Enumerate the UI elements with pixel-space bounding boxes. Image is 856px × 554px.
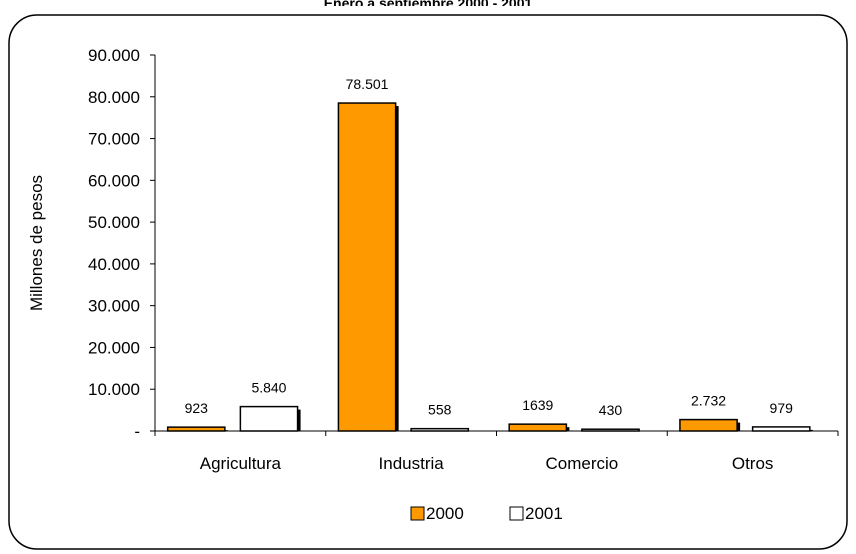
x-category-label: Comercio bbox=[546, 454, 619, 473]
y-axis-title: Millones de pesos bbox=[27, 175, 46, 311]
data-label: 979 bbox=[770, 400, 794, 416]
y-tick-label: 70.000 bbox=[88, 130, 140, 149]
y-tick-label: 20.000 bbox=[88, 338, 140, 357]
y-tick-label: 40.000 bbox=[88, 255, 140, 274]
bar-2001-comercio bbox=[581, 428, 640, 432]
bar-2001-industria bbox=[410, 427, 470, 432]
legend-swatch-2001 bbox=[509, 506, 524, 521]
data-label: 78.501 bbox=[346, 76, 389, 92]
legend-label: 2001 bbox=[525, 504, 563, 523]
bar-2001-agricultura bbox=[239, 405, 299, 432]
y-tick-label: 90.000 bbox=[88, 46, 140, 65]
legend-swatch-2000 bbox=[410, 506, 425, 521]
bar-2000-otros bbox=[679, 418, 738, 432]
y-tick-label: 60.000 bbox=[88, 171, 140, 190]
x-category-label: Otros bbox=[732, 454, 774, 473]
bar-2000-agricultura bbox=[166, 426, 226, 432]
y-tick-label: - bbox=[134, 422, 140, 441]
y-tick-label: 50.000 bbox=[88, 213, 140, 232]
data-label: 558 bbox=[428, 402, 452, 418]
chart-frame bbox=[8, 14, 848, 550]
bar-2001-otros bbox=[751, 426, 811, 432]
y-tick-label: 10.000 bbox=[88, 380, 140, 399]
legend-label: 2000 bbox=[426, 504, 464, 523]
bar-2000-industria bbox=[337, 102, 397, 432]
data-label: 5.840 bbox=[251, 380, 286, 396]
x-category-label: Industria bbox=[379, 454, 445, 473]
data-label: 2.732 bbox=[691, 393, 726, 409]
chart-title: Enero a septiembre 2000 - 2001 bbox=[324, 0, 533, 11]
data-label: 1639 bbox=[522, 397, 553, 413]
x-category-label: Agricultura bbox=[200, 454, 282, 473]
data-label: 430 bbox=[599, 402, 623, 418]
data-label: 923 bbox=[185, 400, 209, 416]
bar-2000-comercio bbox=[508, 423, 568, 432]
y-tick-label: 30.000 bbox=[88, 297, 140, 316]
y-tick-label: 80.000 bbox=[88, 88, 140, 107]
